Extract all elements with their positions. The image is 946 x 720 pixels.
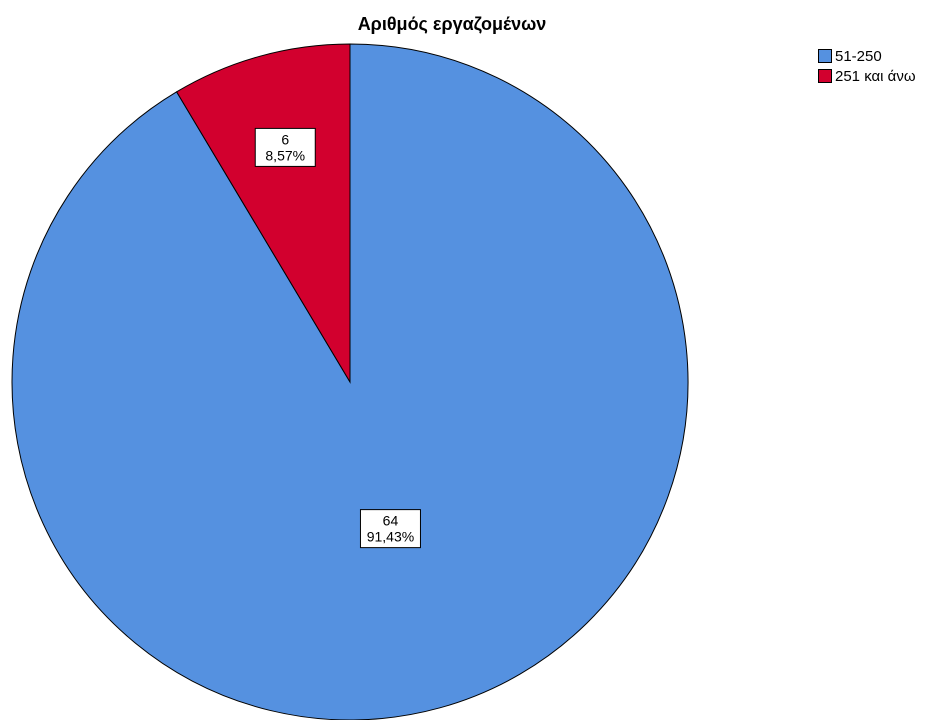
- data-label-box: [359, 509, 421, 549]
- data-label-percent: 8,57%: [265, 147, 305, 163]
- data-label-count: 64: [383, 513, 399, 529]
- legend-label-51-250: 51-250: [835, 47, 882, 65]
- pie-slice-51-250: [11, 43, 689, 720]
- legend-item-51-250: 51-250: [818, 46, 944, 66]
- legend-label-251-plus: 251 και άνω: [835, 67, 916, 85]
- data-label-count: 6: [281, 131, 289, 147]
- chart-title: Αριθμός εργαζομένων: [357, 14, 547, 34]
- data-label-percent: 91,43%: [367, 529, 414, 545]
- data-label-box: [254, 127, 316, 167]
- legend: 51-250 251 και άνω: [818, 46, 944, 86]
- legend-swatch-251-plus: [818, 69, 832, 83]
- data-label-251-plus: 68,57%: [254, 127, 316, 167]
- legend-swatch-51-250: [818, 49, 832, 63]
- legend-item-251-plus: 251 και άνω: [818, 66, 944, 86]
